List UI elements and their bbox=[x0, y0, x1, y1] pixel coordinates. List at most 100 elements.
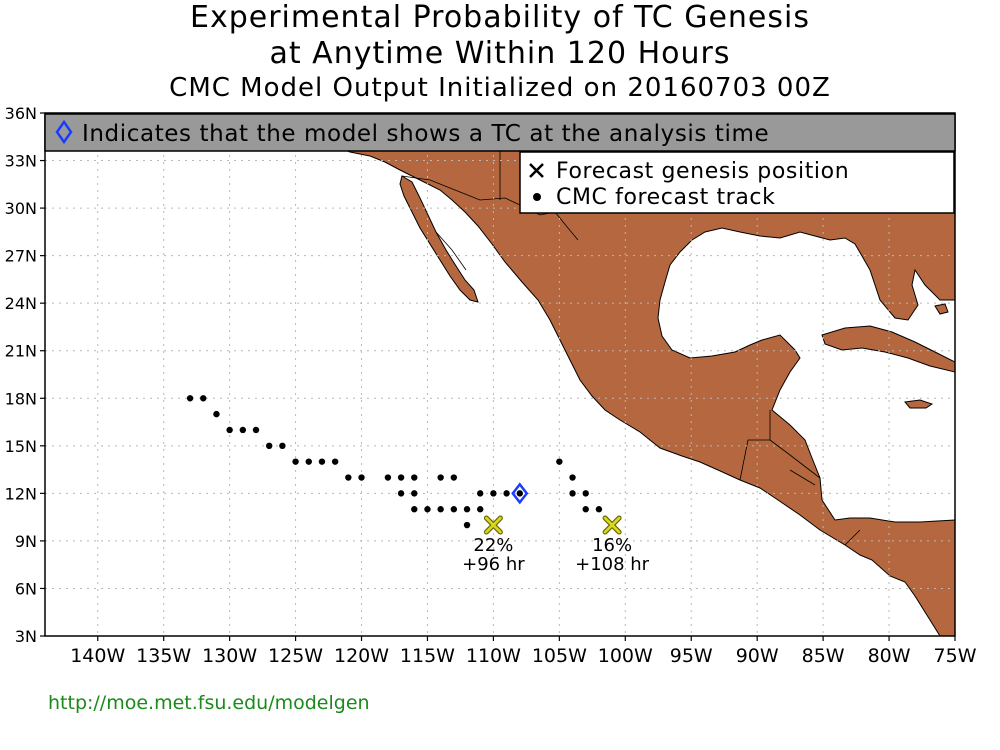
jamaica-land bbox=[904, 399, 934, 409]
blue-diamond-icon bbox=[55, 119, 73, 145]
lon-tick-label: 100W bbox=[598, 645, 653, 667]
track-point bbox=[450, 506, 458, 513]
gulf-of-california bbox=[435, 231, 467, 271]
genesis-x-marker bbox=[485, 516, 502, 534]
track-point bbox=[345, 474, 352, 481]
lon-tick-label: 95W bbox=[670, 645, 713, 667]
lat-tick-label: 18N bbox=[5, 389, 37, 408]
analysis-banner-bg bbox=[44, 113, 956, 152]
plot-frame bbox=[44, 112, 956, 637]
track-point bbox=[411, 474, 418, 481]
track-point bbox=[411, 506, 418, 513]
lon-tick-label: 80W bbox=[868, 645, 911, 667]
x-mark-icon bbox=[529, 163, 544, 178]
track-point bbox=[397, 474, 405, 481]
track-point bbox=[292, 458, 299, 465]
lat-tick-label: 3N bbox=[15, 627, 37, 646]
track-point bbox=[239, 426, 247, 434]
lon-tick-label: 75W bbox=[934, 645, 977, 667]
footer-url-link[interactable]: http://moe.met.fsu.edu/modelgen bbox=[48, 692, 370, 714]
track-point bbox=[490, 490, 497, 497]
lat-tick-label: 9N bbox=[15, 532, 37, 551]
lat-tick-label: 24N bbox=[5, 294, 37, 313]
us-mexico-border bbox=[401, 175, 579, 241]
lat-tick-label: 30N bbox=[5, 199, 37, 218]
analysis-markers bbox=[511, 482, 529, 505]
track-point bbox=[595, 506, 603, 513]
track-point bbox=[358, 474, 365, 481]
bahamas-land bbox=[934, 303, 949, 315]
track-point bbox=[318, 458, 326, 465]
title-line-1: Experimental Probability of TC Genesis bbox=[190, 0, 810, 35]
title-block: Experimental Probability of TC Genesis a… bbox=[0, 0, 1000, 104]
track-point bbox=[477, 490, 484, 497]
graticule bbox=[45, 113, 955, 636]
track-point bbox=[252, 426, 260, 434]
track-point bbox=[569, 474, 576, 481]
lon-tick-label: 140W bbox=[70, 645, 125, 667]
legend-box: Forecast genesis position CMC forecast t… bbox=[519, 151, 955, 214]
cuba-land bbox=[821, 325, 955, 373]
track-point bbox=[226, 426, 233, 434]
analysis-diamond-marker bbox=[511, 482, 529, 505]
genesis-lead-time-label: +96 hr bbox=[462, 554, 525, 575]
lon-tick-label: 115W bbox=[400, 645, 455, 667]
baja-california-land bbox=[399, 175, 479, 303]
forecast-tracks bbox=[186, 395, 603, 529]
latitude-axis: 36N 33N 30N 27N 24N 21N 18N 15N 12N 9N 6N 3N bbox=[5, 104, 45, 646]
track-point bbox=[582, 506, 589, 513]
lon-tick-label: 105W bbox=[532, 645, 587, 667]
genesis-x-marker bbox=[603, 516, 621, 534]
lon-tick-label: 135W bbox=[136, 645, 191, 667]
track-point bbox=[424, 506, 431, 513]
track-point bbox=[463, 521, 471, 529]
track-point bbox=[384, 474, 392, 481]
track-point bbox=[437, 506, 444, 513]
genesis-lead-time-label: +108 hr bbox=[575, 554, 650, 575]
track-point bbox=[556, 458, 563, 465]
lat-tick-label: 6N bbox=[15, 579, 37, 598]
lon-tick-label: 130W bbox=[202, 645, 257, 667]
track-point bbox=[516, 490, 523, 497]
lon-tick-label: 125W bbox=[268, 645, 323, 667]
track-point bbox=[200, 395, 207, 402]
longitude-axis: 140W 135W 130W 125W 120W 115W 110W 105W 100W 95W 9… bbox=[70, 636, 977, 667]
title-line-2: at Anytime Within 120 Hours bbox=[269, 36, 731, 71]
analysis-banner: Indicates that the model shows a TC at t… bbox=[44, 113, 956, 152]
lat-tick-label: 36N bbox=[5, 104, 37, 123]
track-point bbox=[582, 490, 589, 497]
track-point bbox=[411, 490, 418, 497]
lat-tick-label: 27N bbox=[5, 247, 37, 266]
central-america-borders bbox=[739, 410, 861, 546]
lat-tick-label: 33N bbox=[5, 152, 37, 171]
track-point bbox=[450, 474, 458, 481]
genesis-probability-label: 16% bbox=[592, 535, 632, 556]
lat-tick-label: 15N bbox=[5, 437, 37, 456]
genesis-markers: 22%+96 hr 16%+108 hr bbox=[462, 515, 650, 575]
lon-tick-label: 110W bbox=[466, 645, 521, 667]
legend-track-label: CMC forecast track bbox=[556, 185, 775, 210]
north-america-land bbox=[344, 149, 955, 636]
analysis-banner-text: Indicates that the model shows a TC at t… bbox=[82, 121, 769, 147]
track-point bbox=[213, 410, 220, 418]
lon-tick-label: 85W bbox=[802, 645, 845, 667]
lat-tick-label: 21N bbox=[5, 342, 37, 361]
track-point bbox=[463, 506, 471, 513]
legend-bg bbox=[519, 151, 955, 214]
title-line-3: CMC Model Output Initialized on 20160703… bbox=[169, 73, 831, 103]
genesis-probability-label: 22% bbox=[473, 535, 513, 556]
track-point bbox=[437, 474, 444, 481]
track-point bbox=[186, 395, 194, 402]
lon-tick-label: 120W bbox=[334, 645, 389, 667]
legend-genesis-label: Forecast genesis position bbox=[556, 159, 849, 184]
track-point bbox=[569, 490, 576, 497]
track-point bbox=[266, 442, 273, 450]
track-point bbox=[279, 442, 286, 450]
lat-tick-label: 12N bbox=[5, 484, 37, 503]
track-point bbox=[397, 490, 405, 497]
land-layer bbox=[344, 149, 955, 636]
dot-icon bbox=[533, 193, 541, 201]
track-point bbox=[305, 458, 312, 465]
track-point bbox=[503, 490, 510, 497]
